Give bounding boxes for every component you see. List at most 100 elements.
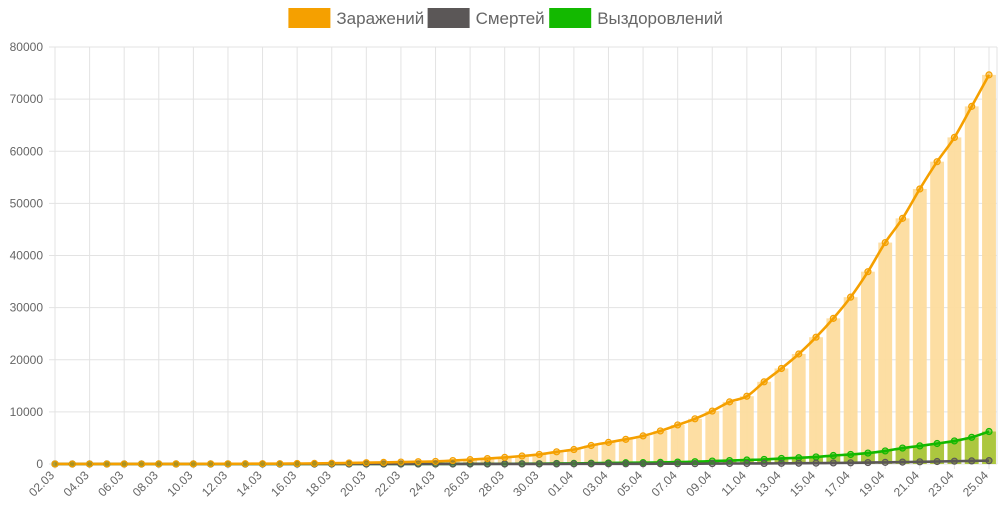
x-tick-label: 10.03 — [164, 468, 195, 499]
point-infected — [208, 461, 214, 467]
x-tick-label: 06.03 — [95, 468, 126, 499]
point-deaths — [554, 461, 560, 467]
point-deaths — [986, 458, 992, 464]
bar-infected — [688, 419, 702, 464]
point-deaths — [900, 459, 906, 465]
point-infected — [969, 103, 975, 109]
point-deaths — [969, 458, 975, 464]
x-tick-label: 26.03 — [441, 468, 472, 499]
x-tick-label: 17.04 — [822, 468, 853, 499]
point-deaths — [571, 461, 577, 467]
point-deaths — [623, 461, 629, 467]
point-deaths — [502, 461, 508, 467]
point-deaths — [830, 460, 836, 466]
point-infected — [796, 351, 802, 357]
point-infected — [623, 436, 629, 442]
bar-infected — [896, 218, 910, 464]
x-tick-label: 30.03 — [510, 468, 541, 499]
bar-infected — [861, 272, 875, 464]
point-infected — [363, 460, 369, 466]
point-infected — [934, 159, 940, 165]
bar-infected — [740, 396, 754, 464]
bar-infected — [844, 297, 858, 464]
point-infected — [830, 315, 836, 321]
point-infected — [657, 428, 663, 434]
point-infected — [640, 433, 646, 439]
x-tick-label: 24.03 — [407, 468, 438, 499]
point-infected — [588, 443, 594, 449]
x-tick-label: 21.04 — [891, 468, 922, 499]
point-infected — [173, 461, 179, 467]
point-infected — [900, 215, 906, 221]
legend-label-infected: Заражений — [336, 9, 424, 28]
point-deaths — [796, 460, 802, 466]
point-infected — [277, 461, 283, 467]
legend-label-recovered: Выздоровлений — [597, 9, 723, 28]
point-infected — [778, 365, 784, 371]
point-infected — [761, 379, 767, 385]
point-infected — [727, 399, 733, 405]
x-tick-label: 01.04 — [545, 468, 576, 499]
y-tick-label: 30000 — [10, 301, 44, 315]
point-infected — [346, 460, 352, 466]
x-tick-label: 08.03 — [130, 468, 161, 499]
point-deaths — [640, 461, 646, 467]
point-infected — [381, 459, 387, 465]
point-recovered — [900, 445, 906, 451]
y-tick-label: 10000 — [10, 405, 44, 419]
point-infected — [502, 454, 508, 460]
point-infected — [813, 334, 819, 340]
point-infected — [692, 416, 698, 422]
point-infected — [87, 461, 93, 467]
bar-infected — [930, 162, 944, 464]
x-tick-label: 13.04 — [752, 468, 783, 499]
x-tick-label: 09.04 — [683, 468, 714, 499]
bar-infected — [775, 368, 789, 464]
point-deaths — [692, 461, 698, 467]
point-recovered — [865, 450, 871, 456]
x-tick-label: 25.04 — [960, 468, 991, 499]
bar-infected — [809, 337, 823, 464]
point-infected — [484, 456, 490, 462]
legend-label-deaths: Смертей — [476, 9, 545, 28]
point-infected — [450, 458, 456, 464]
point-infected — [986, 72, 992, 78]
point-infected — [882, 240, 888, 246]
y-tick-label: 60000 — [10, 144, 44, 158]
point-deaths — [657, 461, 663, 467]
point-infected — [138, 461, 144, 467]
point-deaths — [813, 460, 819, 466]
point-recovered — [951, 438, 957, 444]
x-tick-label: 12.03 — [199, 468, 230, 499]
point-infected — [536, 451, 542, 457]
x-tick-label: 02.03 — [26, 468, 57, 499]
point-infected — [917, 186, 923, 192]
y-tick-label: 0 — [36, 457, 43, 471]
bar-infected — [757, 382, 771, 464]
point-infected — [190, 461, 196, 467]
point-deaths — [778, 460, 784, 466]
point-infected — [467, 457, 473, 463]
point-deaths — [865, 460, 871, 466]
point-infected — [52, 461, 58, 467]
point-deaths — [727, 461, 733, 467]
point-deaths — [588, 461, 594, 467]
bar-infected — [826, 318, 840, 464]
x-tick-label: 23.04 — [925, 468, 956, 499]
point-infected — [744, 393, 750, 399]
bar-infected — [982, 75, 996, 464]
point-deaths — [605, 461, 611, 467]
x-tick-label: 15.04 — [787, 468, 818, 499]
point-infected — [554, 449, 560, 455]
bar-infected — [965, 106, 979, 464]
point-infected — [848, 294, 854, 300]
point-recovered — [969, 434, 975, 440]
bar-infected — [705, 411, 719, 464]
legend-swatch-infected — [288, 8, 330, 28]
point-infected — [311, 460, 317, 466]
bar-infected — [792, 354, 806, 464]
x-tick-label: 18.03 — [303, 468, 334, 499]
x-tick-label: 22.03 — [372, 468, 403, 499]
